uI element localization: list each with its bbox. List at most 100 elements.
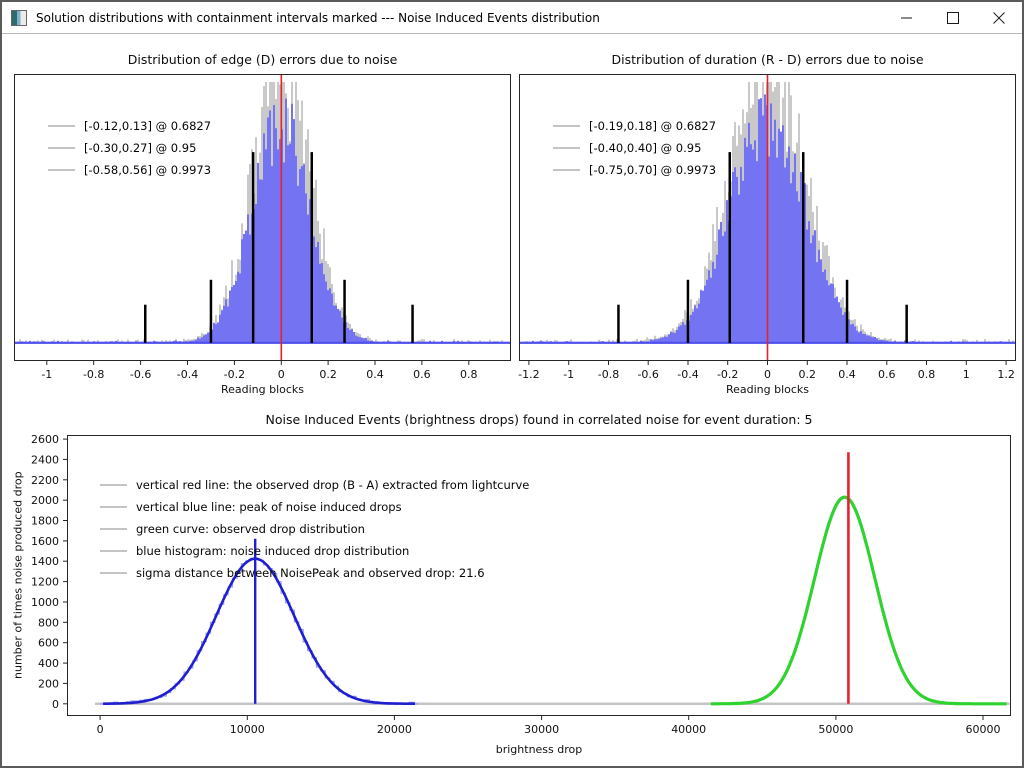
svg-text:50000: 50000 [818,723,853,736]
svg-text:-0.2: -0.2 [717,368,738,381]
svg-text:0.8: 0.8 [460,368,478,381]
legend-label: [-0.40,0.40] @ 0.95 [589,141,702,155]
legend-item: green curve: observed drop distribution [100,518,529,540]
plot-duration-errors: -1.2 -1 -0.8 -0.6 -0.4 -0.2 0 0.2 0.4 0.6 0.8 1 1.2 [518,74,1016,381]
plot-edge-errors: -1 -0.8 -0.6 -0.4 -0.2 0 0.2 0.4 0.6 0.8 [14,74,511,381]
legend-item: [-0.30,0.27] @ 0.95 [48,137,211,159]
xlabel-noise-events: brightness drop [495,743,583,756]
svg-text:0.4: 0.4 [366,368,384,381]
svg-text:0.6: 0.6 [878,368,896,381]
legend-label: [-0.12,0.13] @ 0.6827 [84,119,212,133]
legend-item: blue histogram: noise induced drop distr… [100,540,529,562]
red-vline [766,75,769,360]
title-bar[interactable]: Solution distributions with containment … [2,2,1022,34]
svg-text:-0.8: -0.8 [83,368,104,381]
legend-line-icon [100,528,127,530]
legend-line-icon [553,125,580,127]
svg-text:-0.6: -0.6 [130,368,151,381]
svg-text:30000: 30000 [524,723,559,736]
x-axis-ticks: 0 10000 20000 30000 40000 50000 60000 [97,715,1001,736]
plot-noise-events: 0 10000 20000 30000 40000 50000 60000 0 200 400 60… [31,433,1011,736]
hist-baseline-line [15,341,510,344]
legend-label: [-0.19,0.18] @ 0.6827 [589,119,717,133]
chart-title-edge-errors: Distribution of edge (D) errors due to n… [127,52,398,67]
close-button[interactable] [976,2,1022,33]
svg-text:20000: 20000 [377,723,412,736]
svg-text:0.8: 0.8 [918,368,936,381]
series-curve [710,495,1007,706]
legend-line-icon [100,572,127,574]
svg-text:1.2: 1.2 [997,368,1015,381]
legend-item: vertical blue line: peak of noise induce… [100,496,529,518]
legend-label: vertical blue line: peak of noise induce… [136,500,402,514]
plot-border [67,435,1011,716]
legend-duration-errors: [-0.19,0.18] @ 0.6827 [-0.40,0.40] @ 0.9… [553,115,716,181]
chart-title-noise-events: Noise Induced Events (brightness drops) … [265,412,813,427]
svg-text:0.6: 0.6 [413,368,431,381]
legend-edge-errors: [-0.12,0.13] @ 0.6827 [-0.30,0.27] @ 0.9… [48,115,211,181]
legend-label: vertical red line: the observed drop (B … [136,478,530,492]
figure-canvas: Distribution of edge (D) errors due to n… [2,34,1022,766]
legend-line-icon [48,169,75,171]
legend-label: [-0.58,0.56] @ 0.9973 [84,163,212,177]
legend-label: blue histogram: noise induced drop distr… [136,544,410,558]
svg-text:400: 400 [38,657,59,670]
svg-text:0: 0 [278,368,285,381]
legend-line-icon [100,484,127,486]
legend-label: green curve: observed drop distribution [136,522,365,536]
red-vline [280,75,283,360]
containment-interval-markers [617,152,908,343]
ylabel-noise-events: number of times noise produced drop [11,471,25,680]
svg-text:1: 1 [963,368,970,381]
legend-item: [-0.58,0.56] @ 0.9973 [48,159,211,181]
legend-line-icon [553,169,580,171]
svg-text:-0.4: -0.4 [177,368,198,381]
svg-text:0: 0 [52,698,59,711]
svg-text:0.4: 0.4 [838,368,856,381]
minimize-button[interactable] [884,2,930,33]
legend-label: sigma distance between NoisePeak and obs… [136,566,485,580]
svg-text:1000: 1000 [31,596,59,609]
legend-line-icon [48,125,75,127]
legend-line-icon [553,147,580,149]
series-curve [103,557,415,706]
legend-line-icon [100,550,127,552]
svg-text:40000: 40000 [671,723,706,736]
svg-text:2200: 2200 [31,474,59,487]
svg-text:60000: 60000 [966,723,1001,736]
svg-text:2400: 2400 [31,453,59,466]
svg-text:-0.6: -0.6 [637,368,658,381]
svg-text:-0.4: -0.4 [677,368,698,381]
svg-text:-1: -1 [41,368,52,381]
chart-title-duration-errors: Distribution of duration (R - D) errors … [611,52,924,67]
legend-label: [-0.30,0.27] @ 0.95 [84,141,197,155]
svg-text:-0.8: -0.8 [598,368,619,381]
xlabel-duration-errors: Reading blocks [725,383,810,396]
window-title: Solution distributions with containment … [36,10,600,25]
svg-text:0: 0 [97,723,104,736]
x-axis-ticks: -1 -0.8 -0.6 -0.4 -0.2 0 0.2 0.4 0.6 0.8 [41,360,478,381]
legend-noise-events: vertical red line: the observed drop (B … [100,474,529,584]
svg-text:-0.2: -0.2 [224,368,245,381]
legend-item: [-0.75,0.70] @ 0.9973 [553,159,716,181]
maximize-icon [947,11,959,24]
svg-text:1200: 1200 [31,576,59,589]
svg-text:2600: 2600 [31,433,59,446]
minimize-icon [901,17,912,18]
svg-text:0: 0 [764,368,771,381]
svg-text:10000: 10000 [230,723,265,736]
y-axis-ticks: 0 200 400 600 800 1000 1200 1400 1600 1800 2000 220… [31,433,68,711]
svg-text:0.2: 0.2 [319,368,337,381]
svg-text:-1.2: -1.2 [518,368,539,381]
legend-item: [-0.12,0.13] @ 0.6827 [48,115,211,137]
legend-line-icon [100,506,127,508]
legend-item: sigma distance between NoisePeak and obs… [100,562,529,584]
legend-item: [-0.40,0.40] @ 0.95 [553,137,716,159]
maximize-button[interactable] [930,2,976,33]
legend-line-icon [48,147,75,149]
svg-text:1800: 1800 [31,515,59,528]
legend-item: [-0.19,0.18] @ 0.6827 [553,115,716,137]
svg-text:2000: 2000 [31,494,59,507]
containment-interval-markers [144,152,414,343]
svg-text:-1: -1 [563,368,574,381]
